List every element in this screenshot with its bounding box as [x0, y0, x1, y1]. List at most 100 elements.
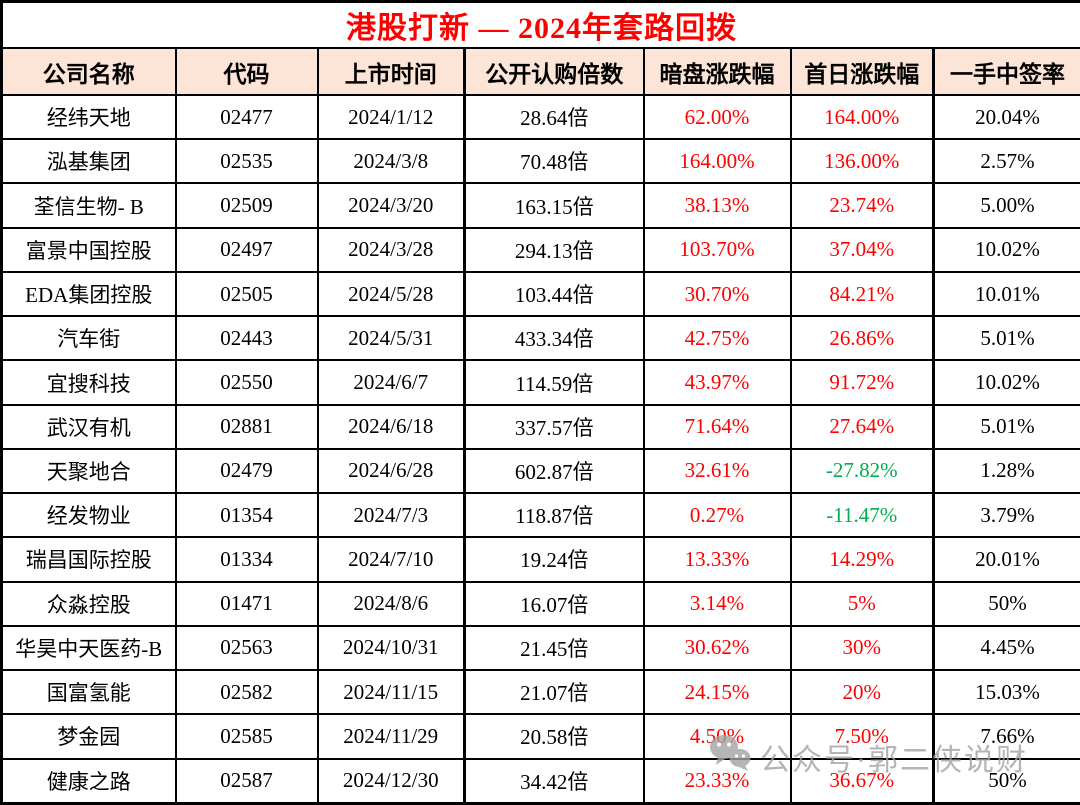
code-cell: 01354 [174, 492, 319, 539]
win-rate-cell: 5.01% [932, 403, 1080, 450]
dark-pool-change-cell: 103.70% [642, 226, 792, 273]
listing-date-cell: 2024/3/20 [316, 182, 466, 229]
subscription-cell: 118.87倍 [463, 492, 645, 539]
company-cell: EDA集团控股 [0, 270, 177, 318]
listing-date-cell: 2024/1/12 [316, 93, 466, 141]
win-rate-cell: 10.02% [932, 359, 1080, 406]
code-cell: 02479 [174, 447, 319, 495]
subscription-cell: 114.59倍 [463, 359, 645, 406]
table-header-row: 公司名称 代码 上市时间 公开认购倍数 暗盘涨跌幅 首日涨跌幅 一手中签率 [0, 47, 1080, 96]
company-cell: 宜搜科技 [0, 359, 177, 406]
company-cell: 众淼控股 [0, 580, 177, 627]
listing-date-cell: 2024/11/15 [316, 669, 466, 716]
listing-date-cell: 2024/6/28 [316, 447, 466, 495]
dark-pool-change-cell: 24.15% [642, 669, 792, 716]
company-cell: 瑞昌国际控股 [0, 536, 177, 583]
column-header-6: 首日涨跌幅 [789, 47, 935, 96]
table-row: 经纬天地 02477 2024/1/12 28.64倍 62.00% 164.00% 20.… [0, 93, 1080, 141]
subscription-cell: 163.15倍 [463, 182, 645, 229]
win-rate-cell: 10.02% [932, 226, 1080, 273]
listing-date-cell: 2024/6/7 [316, 359, 466, 406]
company-cell: 经发物业 [0, 492, 177, 539]
company-cell: 富景中国控股 [0, 226, 177, 273]
code-cell: 02582 [174, 669, 319, 716]
table-row: 梦金园 02585 2024/11/29 20.58倍 4.50% 7.50% 7.66% [0, 713, 1080, 760]
table-row: 健康之路 02587 2024/12/30 34.42倍 23.33% 36.67% 50% [0, 757, 1080, 805]
dark-pool-change-cell: 23.33% [642, 757, 792, 805]
subscription-cell: 602.87倍 [463, 447, 645, 495]
code-cell: 02505 [174, 270, 319, 318]
listing-date-cell: 2024/6/18 [316, 403, 466, 450]
code-cell: 02881 [174, 403, 319, 450]
listing-date-cell: 2024/7/3 [316, 492, 466, 539]
dark-pool-change-cell: 3.14% [642, 580, 792, 627]
listing-date-cell: 2024/10/31 [316, 624, 466, 672]
table-row: 武汉有机 02881 2024/6/18 337.57倍 71.64% 27.64% 5.0… [0, 403, 1080, 450]
first-day-change-cell: 84.21% [789, 270, 935, 318]
dark-pool-change-cell: 62.00% [642, 93, 792, 141]
table-row: 瑞昌国际控股 01334 2024/7/10 19.24倍 13.33% 14.29% 20… [0, 536, 1080, 583]
first-day-change-cell: 5% [789, 580, 935, 627]
win-rate-cell: 20.01% [932, 536, 1080, 583]
table-row: 泓基集团 02535 2024/3/8 70.48倍 164.00% 136.00% 2.5… [0, 138, 1080, 185]
company-cell: 泓基集团 [0, 138, 177, 185]
table-row: 众淼控股 01471 2024/8/6 16.07倍 3.14% 5% 50% [0, 580, 1080, 627]
win-rate-cell: 10.01% [932, 270, 1080, 318]
win-rate-cell: 5.01% [932, 315, 1080, 362]
page-title: 港股打新 — 2024年套路回拨 [0, 0, 1080, 49]
listing-date-cell: 2024/7/10 [316, 536, 466, 583]
dark-pool-change-cell: 43.97% [642, 359, 792, 406]
win-rate-cell: 1.28% [932, 447, 1080, 495]
code-cell: 02443 [174, 315, 319, 362]
company-cell: 华昊中天医药-B [0, 624, 177, 672]
listing-date-cell: 2024/12/30 [316, 757, 466, 805]
table-row: 华昊中天医药-B 02563 2024/10/31 21.45倍 30.62% 30% 4.… [0, 624, 1080, 672]
company-cell: 梦金园 [0, 713, 177, 760]
dark-pool-change-cell: 38.13% [642, 182, 792, 229]
table-row: 宜搜科技 02550 2024/6/7 114.59倍 43.97% 91.72% 10.0… [0, 359, 1080, 406]
table-row: 国富氢能 02582 2024/11/15 21.07倍 24.15% 20% 15.03% [0, 669, 1080, 716]
dark-pool-change-cell: 32.61% [642, 447, 792, 495]
table-body: 经纬天地 02477 2024/1/12 28.64倍 62.00% 164.00% 20.… [0, 93, 1080, 805]
code-cell: 02535 [174, 138, 319, 185]
column-header-4: 公开认购倍数 [463, 47, 645, 96]
first-day-change-cell: 27.64% [789, 403, 935, 450]
table-row: 富景中国控股 02497 2024/3/28 294.13倍 103.70% 37.04%… [0, 226, 1080, 273]
first-day-change-cell: 20% [789, 669, 935, 716]
dark-pool-change-cell: 0.27% [642, 492, 792, 539]
table-row: 荃信生物- B 02509 2024/3/20 163.15倍 38.13% 23.74%… [0, 182, 1080, 229]
code-cell: 02585 [174, 713, 319, 760]
win-rate-cell: 50% [932, 580, 1080, 627]
listing-date-cell: 2024/3/8 [316, 138, 466, 185]
listing-date-cell: 2024/5/31 [316, 315, 466, 362]
title-row: 港股打新 — 2024年套路回拨 [0, 0, 1080, 49]
dark-pool-change-cell: 13.33% [642, 536, 792, 583]
win-rate-cell: 20.04% [932, 93, 1080, 141]
first-day-change-cell: -27.82% [789, 447, 935, 495]
first-day-change-cell: 23.74% [789, 182, 935, 229]
subscription-cell: 433.34倍 [463, 315, 645, 362]
first-day-change-cell: 14.29% [789, 536, 935, 583]
column-header-3: 上市时间 [316, 47, 466, 96]
subscription-cell: 337.57倍 [463, 403, 645, 450]
first-day-change-cell: 37.04% [789, 226, 935, 273]
code-cell: 02497 [174, 226, 319, 273]
code-cell: 01334 [174, 536, 319, 583]
table-row: 经发物业 01354 2024/7/3 118.87倍 0.27% -11.47% 3.79… [0, 492, 1080, 539]
dark-pool-change-cell: 71.64% [642, 403, 792, 450]
first-day-change-cell: -11.47% [789, 492, 935, 539]
code-cell: 01471 [174, 580, 319, 627]
company-cell: 武汉有机 [0, 403, 177, 450]
company-cell: 天聚地合 [0, 447, 177, 495]
listing-date-cell: 2024/11/29 [316, 713, 466, 760]
dark-pool-change-cell: 30.70% [642, 270, 792, 318]
win-rate-cell: 50% [932, 757, 1080, 805]
win-rate-cell: 5.00% [932, 182, 1080, 229]
code-cell: 02563 [174, 624, 319, 672]
dark-pool-change-cell: 4.50% [642, 713, 792, 760]
first-day-change-cell: 7.50% [789, 713, 935, 760]
company-cell: 汽车街 [0, 315, 177, 362]
company-cell: 荃信生物- B [0, 182, 177, 229]
